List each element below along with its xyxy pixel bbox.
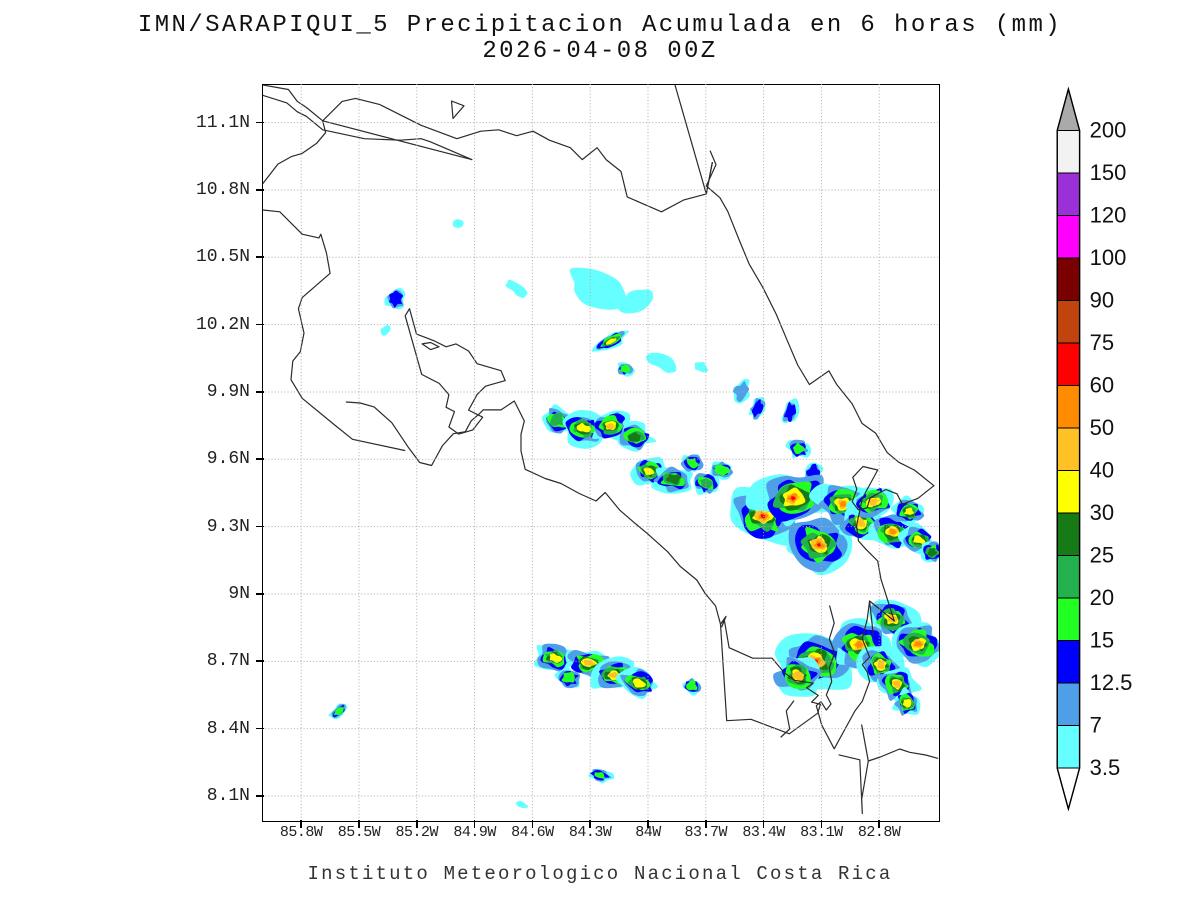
svg-text:12.5: 12.5 — [1090, 670, 1133, 695]
svg-text:20: 20 — [1090, 585, 1114, 610]
svg-text:90: 90 — [1090, 288, 1114, 313]
svg-text:3.5: 3.5 — [1090, 755, 1121, 780]
svg-text:50: 50 — [1090, 415, 1114, 440]
svg-text:150: 150 — [1090, 160, 1127, 185]
svg-text:200: 200 — [1090, 118, 1127, 143]
svg-text:25: 25 — [1090, 543, 1114, 568]
svg-text:40: 40 — [1090, 458, 1114, 483]
svg-text:75: 75 — [1090, 330, 1114, 355]
svg-text:30: 30 — [1090, 500, 1114, 525]
svg-text:100: 100 — [1090, 245, 1127, 270]
svg-text:60: 60 — [1090, 373, 1114, 398]
svg-text:7: 7 — [1090, 713, 1102, 738]
svg-text:15: 15 — [1090, 628, 1114, 653]
svg-text:120: 120 — [1090, 203, 1127, 228]
